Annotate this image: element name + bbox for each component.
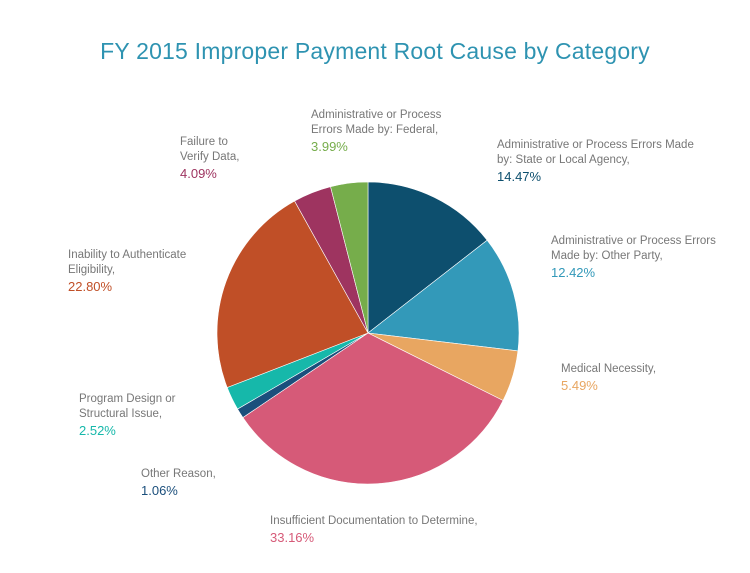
label-text: Inability to Authenticate Eligibility,: [68, 249, 187, 276]
label-text: Administrative or Process Errors Made by…: [497, 139, 694, 166]
label-failure-verify: Failure to Verify Data, 4.09%: [180, 135, 250, 182]
label-text: Failure to Verify Data,: [180, 136, 240, 163]
label-text: Other Reason,: [141, 468, 216, 480]
label-percent: 2.52%: [79, 423, 116, 438]
label-text: Administrative or Process Errors Made by…: [551, 235, 716, 262]
pie-slice-1: [367, 239, 520, 352]
label-text: Medical Necessity,: [561, 363, 657, 375]
label-percent: 33.16%: [270, 530, 315, 545]
label-state-local-agency: Administrative or Process Errors Made by…: [497, 138, 697, 185]
label-percent: 5.49%: [561, 378, 598, 393]
label-other-reason: Other Reason, 1.06%: [141, 467, 261, 499]
pie-slice-8: [330, 181, 369, 334]
label-other-party: Administrative or Process Errors Made by…: [551, 234, 731, 281]
label-percent: 1.06%: [141, 483, 178, 498]
pie-slice-3: [242, 332, 504, 485]
label-text: Insufficient Documentation to Determine,: [270, 515, 478, 527]
label-percent: 4.09%: [180, 166, 217, 181]
pie-slice-6: [216, 200, 369, 388]
label-percent: 22.80%: [68, 279, 113, 294]
label-text: Administrative or Process Errors Made by…: [311, 109, 442, 136]
label-program-design: Program Design or Structural Issue, 2.52…: [79, 392, 199, 439]
label-percent: 3.99%: [311, 139, 348, 154]
label-text: Program Design or Structural Issue,: [79, 393, 176, 420]
label-percent: 12.42%: [551, 265, 596, 280]
label-insufficient-documentation: Insufficient Documentation to Determine,…: [270, 514, 550, 546]
label-medical-necessity: Medical Necessity, 5.49%: [561, 362, 721, 394]
pie-slice-0: [367, 181, 488, 334]
chart-title: FY 2015 Improper Payment Root Cause by C…: [100, 38, 650, 64]
label-percent: 14.47%: [497, 169, 542, 184]
label-federal: Administrative or Process Errors Made by…: [311, 108, 451, 155]
label-inability-authenticate: Inability to Authenticate Eligibility, 2…: [68, 248, 208, 295]
